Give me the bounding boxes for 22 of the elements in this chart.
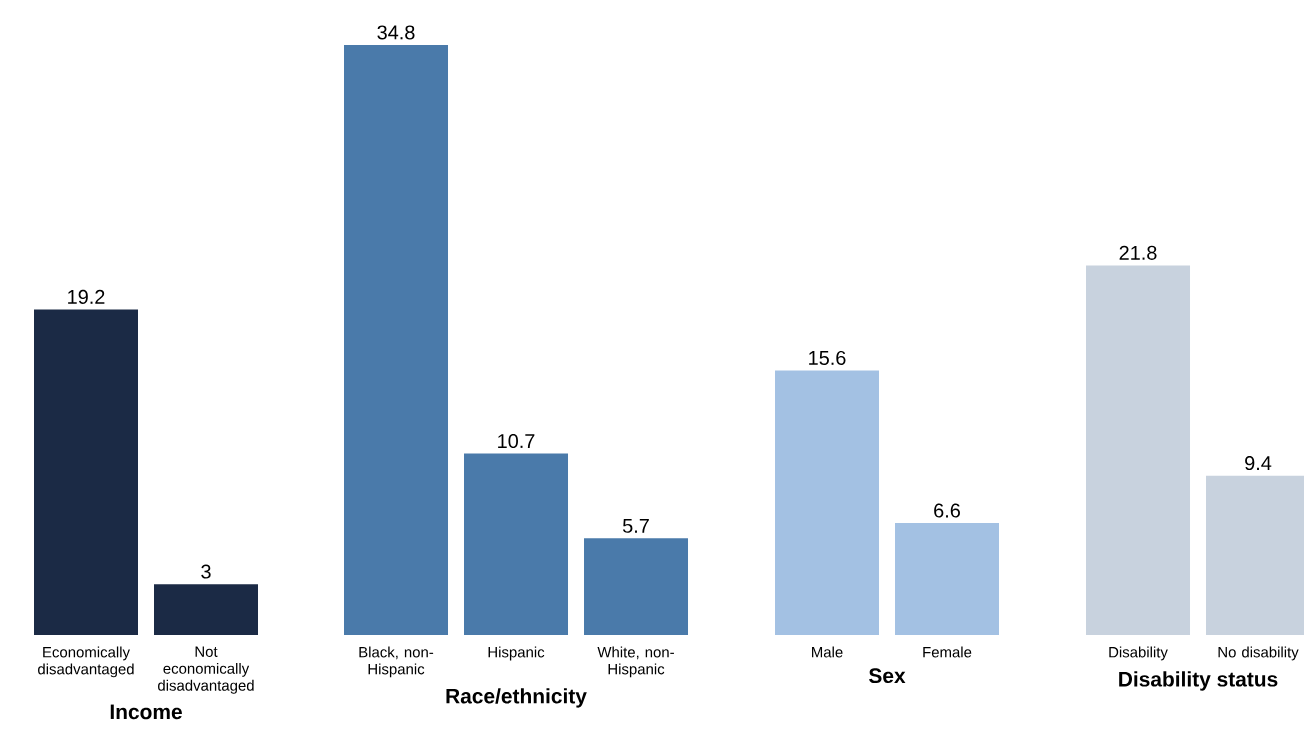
data-label: 10.7 xyxy=(498,433,535,449)
data-label: 6.6 xyxy=(934,503,960,518)
data-label: 3 xyxy=(201,564,211,579)
x-tick-label: Hispanic xyxy=(488,646,545,661)
x-axis-title: Sex xyxy=(869,668,906,684)
data-label: 34.8 xyxy=(377,25,415,40)
x-tick-label: Disability xyxy=(1109,646,1168,661)
data-label: 21.8 xyxy=(1119,245,1157,260)
x-tick-label: Male xyxy=(812,646,843,658)
x-axis-title: Race/ethnicity xyxy=(446,688,587,708)
x-tick-label: White, non-Hispanic xyxy=(597,646,674,678)
x-axis-title: Disability status xyxy=(1119,671,1278,691)
x-tick-label: Not economically disadvantaged xyxy=(158,646,254,694)
x-tick-label: No disability xyxy=(1218,646,1299,661)
data-label: 15.6 xyxy=(809,350,846,365)
x-tick-label: Black, non-Hispanic xyxy=(359,646,434,678)
x-tick-label: Female xyxy=(923,646,972,658)
x-tick-label: Economically disadvantaged xyxy=(38,646,134,678)
data-label: 5.7 xyxy=(622,518,649,533)
data-label: 19.2 xyxy=(68,289,105,304)
x-axis-title: Income xyxy=(110,704,182,720)
data-label: 9.4 xyxy=(1245,456,1272,471)
